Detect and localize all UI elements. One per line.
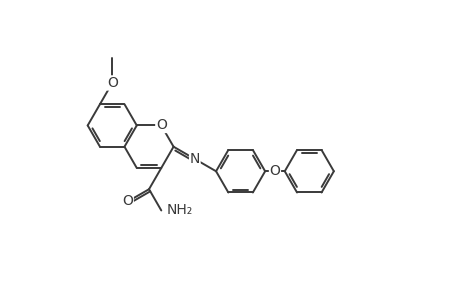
- Text: N: N: [189, 152, 200, 166]
- Text: O: O: [156, 118, 166, 133]
- Text: O: O: [269, 164, 280, 178]
- Text: NH₂: NH₂: [166, 203, 192, 218]
- Text: O: O: [122, 194, 133, 208]
- Text: O: O: [106, 76, 118, 90]
